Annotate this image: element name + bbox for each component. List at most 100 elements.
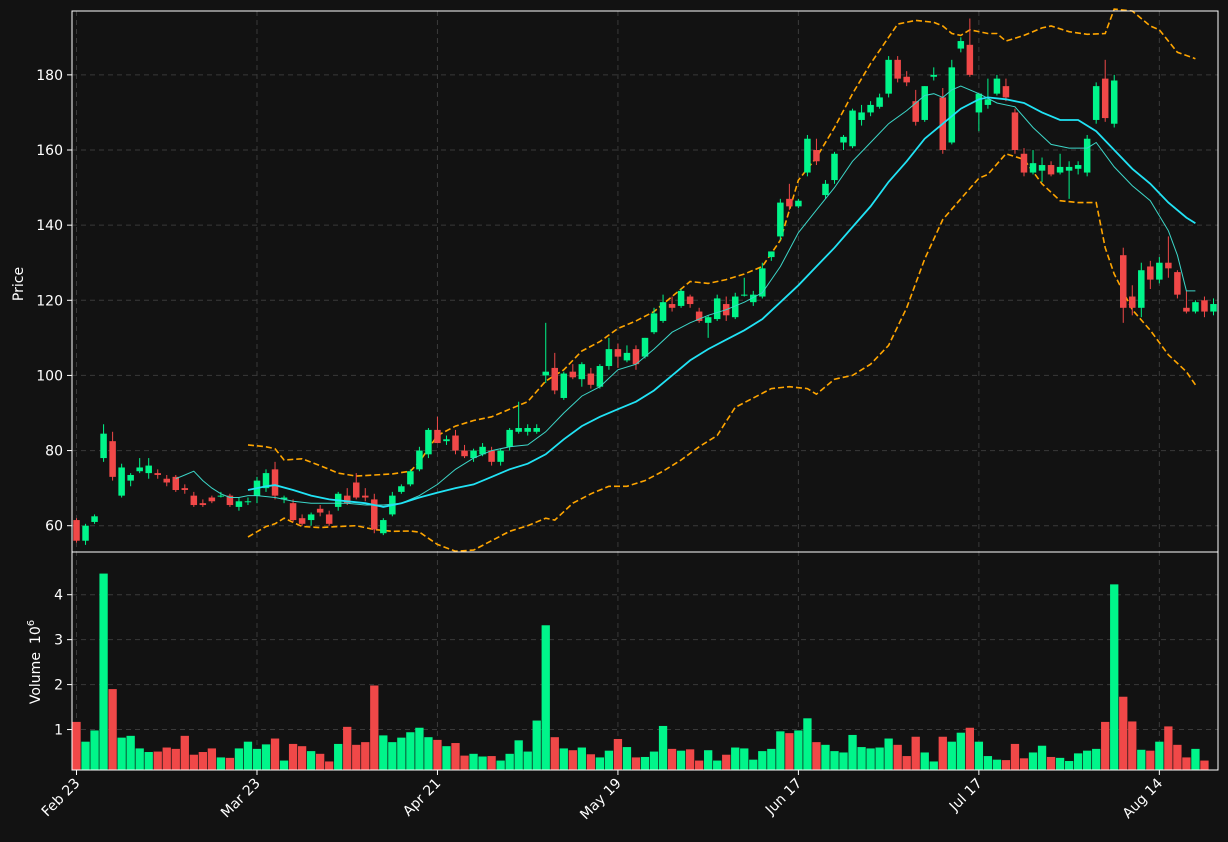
volume-bar [144, 752, 153, 770]
volume-bar [938, 736, 947, 770]
volume-bar [848, 734, 857, 770]
candle-body [966, 44, 974, 75]
candle-body [695, 311, 703, 321]
volume-bar [487, 756, 496, 770]
candle-body [235, 501, 243, 507]
candle-body [831, 153, 838, 181]
volume-bar [758, 751, 767, 770]
volume-bar [559, 748, 568, 770]
volume-bar [577, 747, 586, 770]
fast-moving-average-line [175, 85, 1196, 506]
candle-body [271, 469, 279, 496]
volume-bar [920, 752, 929, 770]
volume-bar [225, 757, 235, 770]
candle-body [704, 317, 712, 323]
candle-body [840, 136, 847, 143]
candle-body [262, 473, 270, 489]
price-tick-label-120: 120 [36, 293, 63, 309]
price-tick-label-60: 60 [45, 519, 63, 535]
candle-body [632, 349, 640, 365]
volume-bar [722, 754, 731, 770]
candle-body [731, 296, 739, 318]
candle-body [804, 138, 811, 173]
volume-bar [902, 756, 911, 770]
candle-body [217, 495, 225, 497]
volume-bar [604, 750, 614, 770]
candle-body [1201, 300, 1208, 312]
candle-body [1002, 86, 1010, 98]
candle-body [362, 495, 369, 498]
candle-body [686, 296, 694, 305]
volume-bar [532, 720, 541, 770]
volume-bar [667, 748, 677, 770]
volume-bar [929, 761, 938, 770]
candle-body [542, 371, 549, 376]
volume-bar [1037, 745, 1047, 770]
candle-body [903, 76, 910, 83]
volume-bar [1101, 721, 1110, 770]
candle-body [605, 349, 613, 367]
volume-bar [361, 742, 370, 770]
candle-body [352, 482, 360, 498]
candle-body [560, 373, 568, 398]
candle-body [434, 429, 441, 444]
volume-bar [261, 744, 271, 770]
volume-tick-label-4: 4 [54, 588, 63, 604]
volume-bar [1073, 753, 1083, 770]
candle-body [596, 366, 604, 387]
volume-bar [252, 748, 262, 770]
volume-bar [514, 740, 523, 770]
candle-body [100, 433, 107, 459]
candle-body [578, 364, 586, 380]
candle-body [506, 429, 513, 447]
candle-body [118, 467, 125, 496]
candle-body [298, 518, 306, 524]
volume-tick-label-3: 3 [54, 633, 63, 649]
candle-body [380, 520, 387, 534]
price-tick-label-140: 140 [36, 218, 63, 234]
candle-body [1101, 78, 1109, 119]
candle-body [163, 478, 170, 483]
volume-axis-label-text: Volume [28, 652, 44, 704]
candle-body [885, 59, 892, 94]
volume-bar [442, 746, 451, 770]
volume-bar [631, 757, 641, 770]
volume-bar [270, 738, 280, 770]
volume-bar [704, 750, 713, 770]
candle-body [461, 450, 468, 457]
volume-bar [550, 737, 559, 770]
candle-body [82, 525, 89, 541]
volume-bar [713, 760, 722, 770]
volume-bar [81, 741, 90, 770]
volume-bar [640, 756, 650, 770]
volume-bar [279, 760, 289, 770]
volume-bar [297, 746, 307, 770]
volume-panel-frame [71, 551, 1219, 771]
volume-bar [857, 747, 866, 770]
candle-body [1156, 262, 1163, 280]
candle-body [912, 101, 919, 122]
candle-body [1165, 262, 1172, 269]
volume-bar [406, 732, 415, 770]
volume-bar [1064, 761, 1074, 770]
candle-body [244, 501, 252, 503]
candle-body [993, 78, 1001, 94]
moving-averages [175, 85, 1196, 508]
candle-body [398, 486, 405, 492]
price-tick-label-80: 80 [45, 444, 63, 460]
price-tick-label-180: 180 [36, 68, 63, 84]
candle-body [1147, 266, 1154, 280]
x-grid [76, 11, 1160, 770]
volume-bar [541, 625, 550, 770]
volume-bar [108, 689, 117, 770]
volume-bar [685, 749, 695, 770]
candle-body [1110, 80, 1118, 124]
volume-bar [505, 753, 514, 770]
candle-body [325, 514, 333, 524]
price-tick-label-100: 100 [36, 368, 63, 384]
volume-bar [776, 731, 785, 770]
candle-body [957, 41, 965, 49]
candle-body [497, 450, 504, 462]
candle-body [1065, 166, 1073, 171]
